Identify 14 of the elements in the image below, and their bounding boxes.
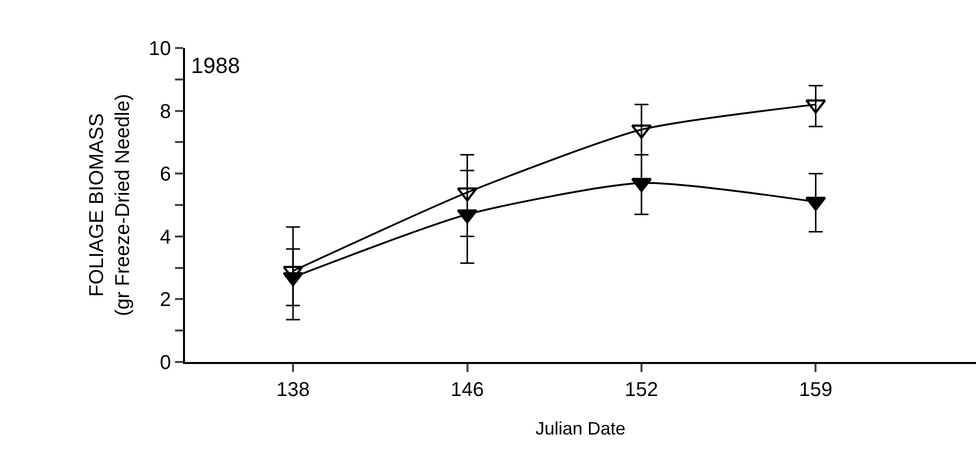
x-tick-label: 152: [624, 379, 658, 401]
y-axis-title: FOLIAGE BIOMASS (gr Freeze-Dried Needle): [86, 94, 134, 316]
x-tick-label: 138: [276, 379, 310, 401]
point: [631, 178, 652, 192]
y-tick-label: 8: [160, 100, 171, 123]
annotation: 1988: [191, 53, 240, 78]
x-axis-title: Julian Date: [535, 418, 626, 439]
x-tick-label: 159: [799, 379, 832, 401]
y-tick-label: 6: [160, 164, 171, 186]
y-tick-label: 2: [160, 289, 171, 312]
y-tick-label: 0: [160, 352, 171, 374]
y-tick-label: 4: [160, 226, 171, 248]
y-tick-label: 10: [148, 38, 171, 60]
x-tick-label: 146: [450, 379, 484, 401]
